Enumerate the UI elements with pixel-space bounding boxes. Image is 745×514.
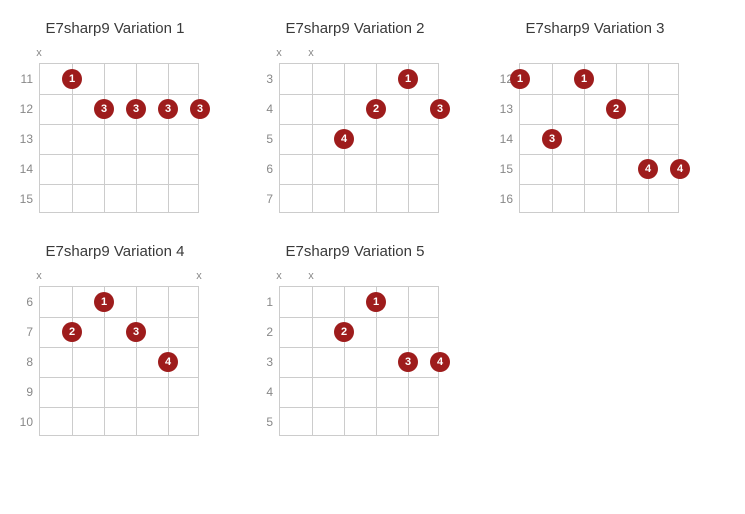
fret-label: 8 [15,346,33,376]
fret-label: 4 [255,376,273,406]
fretboard: xx1234 [39,272,199,436]
fret-label: 13 [495,93,513,123]
finger-dot: 1 [94,292,114,312]
board-grid: 12 34 [39,286,199,436]
fret-label: 13 [15,123,33,153]
diagram-wrap: 1112131415x13333 [15,49,215,213]
diagram-wrap: 678910xx1234 [15,272,215,436]
mute-mark: x [196,270,202,282]
finger-dot: 2 [62,322,82,342]
fretboard: xx1234 [279,49,439,213]
finger-dot: 2 [334,322,354,342]
mute-mark: x [36,270,42,282]
diagrams-container: E7sharp9 Variation 11112131415x13333E7sh… [15,20,730,436]
finger-dot: 3 [158,99,178,119]
mute-mark: x [308,47,314,59]
mute-row: x [39,49,199,63]
board-grid: 13333 [39,63,199,213]
finger-dot: 3 [126,99,146,119]
fret-label: 9 [15,376,33,406]
finger-dot: 3 [430,99,450,119]
mute-mark: x [276,47,282,59]
fret-labels: 1213141516 [495,63,513,213]
fret-label: 14 [15,153,33,183]
fretboard: 112344 [519,49,679,213]
finger-dot: 3 [398,352,418,372]
chord-title: E7sharp9 Variation 5 [255,243,455,260]
mute-row: xx [279,272,439,286]
board-grid: 1234 [279,286,439,436]
finger-dot: 3 [190,99,210,119]
finger-dot: 2 [606,99,626,119]
board-grid: 112344 [519,63,679,213]
fret-labels: 1112131415 [15,63,33,213]
fret-label: 1 [255,286,273,316]
fret-label: 16 [495,183,513,213]
chord-panel-2: E7sharp9 Variation 234567xx1234 [255,20,455,213]
finger-dot: 1 [62,69,82,89]
chord-panel-4: E7sharp9 Variation 4678910xx1234 [15,243,215,436]
fret-label: 7 [15,316,33,346]
mute-mark: x [308,270,314,282]
mute-row: xx [39,272,199,286]
fret-label: 15 [15,183,33,213]
chord-title: E7sharp9 Variation 2 [255,20,455,37]
chord-panel-5: E7sharp9 Variation 512345xx1234 [255,243,455,436]
finger-dot: 3 [126,322,146,342]
finger-dot: 3 [542,129,562,149]
fretboard: xx1234 [279,272,439,436]
finger-dot: 2 [366,99,386,119]
fret-labels: 678910 [15,286,33,436]
fret-label: 5 [255,406,273,436]
fret-label: 2 [255,316,273,346]
board-grid: 1234 [279,63,439,213]
chord-title: E7sharp9 Variation 1 [15,20,215,37]
diagram-wrap: 12345xx1234 [255,272,455,436]
finger-dot: 3 [94,99,114,119]
mute-row [519,49,679,63]
mute-mark: x [276,270,282,282]
diagram-wrap: 1213141516112344 [495,49,695,213]
chord-panel-1: E7sharp9 Variation 11112131415x13333 [15,20,215,213]
fret-labels: 34567 [255,63,273,213]
fret-label: 15 [495,153,513,183]
finger-dot: 4 [430,352,450,372]
mute-row: xx [279,49,439,63]
finger-dot: 4 [638,159,658,179]
finger-dot: 4 [670,159,690,179]
chord-title: E7sharp9 Variation 3 [495,20,695,37]
finger-dot: 1 [398,69,418,89]
fret-labels: 12345 [255,286,273,436]
fret-label: 6 [15,286,33,316]
finger-dot: 4 [334,129,354,149]
fret-label: 11 [15,63,33,93]
finger-dot: 1 [510,69,530,89]
fret-label: 5 [255,123,273,153]
chord-title: E7sharp9 Variation 4 [15,243,215,260]
fret-label: 7 [255,183,273,213]
diagram-wrap: 34567xx1234 [255,49,455,213]
fret-label: 12 [15,93,33,123]
fret-label: 14 [495,123,513,153]
finger-dot: 1 [366,292,386,312]
mute-mark: x [36,47,42,59]
fret-label: 3 [255,346,273,376]
fret-label: 4 [255,93,273,123]
fret-label: 6 [255,153,273,183]
fret-label: 3 [255,63,273,93]
chord-panel-3: E7sharp9 Variation 31213141516112344 [495,20,695,213]
fretboard: x 13333 [39,49,199,213]
finger-dot: 4 [158,352,178,372]
finger-dot: 1 [574,69,594,89]
fret-label: 10 [15,406,33,436]
